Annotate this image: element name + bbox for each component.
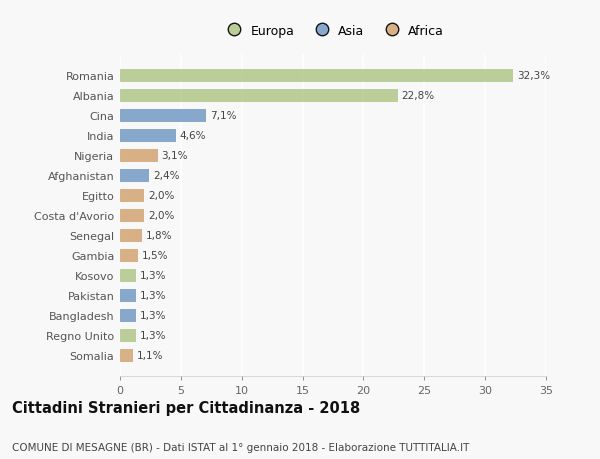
Text: 2,0%: 2,0% xyxy=(148,211,175,221)
Text: 1,3%: 1,3% xyxy=(139,270,166,280)
Bar xyxy=(120,309,136,322)
Legend: Europa, Asia, Africa: Europa, Asia, Africa xyxy=(217,20,449,43)
Text: 3,1%: 3,1% xyxy=(161,151,188,161)
Text: 2,0%: 2,0% xyxy=(148,191,175,201)
Bar xyxy=(120,249,138,262)
Bar xyxy=(120,229,142,242)
Text: 1,5%: 1,5% xyxy=(142,251,169,261)
Text: 1,3%: 1,3% xyxy=(139,330,166,340)
Bar xyxy=(120,90,398,102)
Text: 4,6%: 4,6% xyxy=(179,131,206,141)
Text: 1,3%: 1,3% xyxy=(139,310,166,320)
Bar xyxy=(120,289,136,302)
Bar xyxy=(120,189,145,202)
Bar xyxy=(120,70,513,83)
Bar xyxy=(120,169,149,182)
Bar xyxy=(120,349,133,362)
Text: 32,3%: 32,3% xyxy=(517,71,550,81)
Bar xyxy=(120,110,206,123)
Text: 7,1%: 7,1% xyxy=(210,111,236,121)
Text: 1,8%: 1,8% xyxy=(146,231,172,241)
Text: 1,1%: 1,1% xyxy=(137,350,164,360)
Text: Cittadini Stranieri per Cittadinanza - 2018: Cittadini Stranieri per Cittadinanza - 2… xyxy=(12,400,360,415)
Text: 22,8%: 22,8% xyxy=(401,91,434,101)
Bar xyxy=(120,129,176,142)
Bar xyxy=(120,269,136,282)
Text: 1,3%: 1,3% xyxy=(139,291,166,301)
Text: 2,4%: 2,4% xyxy=(153,171,179,181)
Bar xyxy=(120,209,145,222)
Text: COMUNE DI MESAGNE (BR) - Dati ISTAT al 1° gennaio 2018 - Elaborazione TUTTITALIA: COMUNE DI MESAGNE (BR) - Dati ISTAT al 1… xyxy=(12,442,469,452)
Bar xyxy=(120,150,158,162)
Bar xyxy=(120,329,136,342)
